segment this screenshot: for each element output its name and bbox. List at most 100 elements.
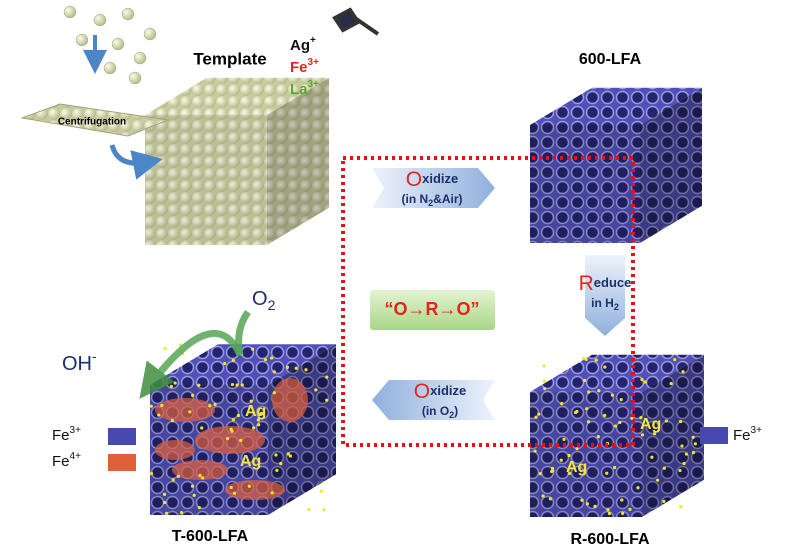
ag-label: Ag	[640, 416, 661, 433]
ag-particle	[620, 498, 624, 502]
ag-particle	[560, 402, 564, 406]
ag-particle	[551, 469, 555, 473]
fe4-region	[155, 398, 215, 422]
ag-label: Ag	[240, 453, 261, 470]
reaction-arrow	[235, 309, 251, 356]
step-name: Oxidize	[406, 168, 458, 191]
ag-particle	[322, 508, 326, 512]
ag-particle	[257, 423, 261, 427]
ag-particle	[171, 478, 175, 482]
text: Fe	[52, 453, 70, 470]
precursor: La3+	[290, 79, 319, 98]
ag-particle	[652, 432, 657, 436]
ag-particle	[541, 494, 545, 498]
ag-particle	[585, 502, 590, 506]
product: OH-	[62, 348, 97, 376]
legend-label: Fe3+	[733, 425, 762, 444]
text: Fe	[290, 59, 308, 76]
ag-particle	[170, 418, 174, 423]
ag-particle	[682, 461, 686, 466]
cube-face	[530, 87, 702, 125]
ag-particle	[575, 409, 579, 414]
sphere	[111, 37, 125, 51]
legend-swatch	[108, 428, 136, 445]
ag-particle	[325, 375, 329, 379]
cycle-box	[370, 290, 495, 330]
step-condition: in H2	[591, 296, 619, 312]
step-condition: (in N2&Air)	[401, 192, 462, 208]
ag-particle	[639, 416, 643, 420]
ag-particle	[225, 436, 230, 441]
text: 4+	[70, 451, 82, 462]
reactant: O2	[252, 288, 276, 312]
cube-face	[642, 354, 704, 517]
ag-particle	[679, 505, 683, 509]
shapes	[63, 5, 704, 517]
ag-particle	[669, 381, 673, 386]
cube-shade	[530, 392, 642, 517]
ag-particle	[567, 471, 572, 475]
ag-particle	[252, 426, 256, 430]
text: Fe	[733, 427, 751, 444]
text: OH	[62, 353, 92, 375]
ag-particle	[188, 410, 192, 414]
ag-particle	[538, 472, 542, 476]
sphere	[93, 13, 107, 27]
ag-particle	[619, 398, 623, 402]
arrow	[372, 168, 495, 208]
ag-particle	[612, 465, 617, 470]
text: (in N	[401, 192, 428, 206]
ag-particle	[163, 346, 167, 351]
cube-face	[267, 77, 329, 245]
ag-particle	[160, 403, 164, 408]
sample-label: 600-LFA	[579, 51, 642, 68]
arrow	[372, 380, 495, 420]
ag-particle	[656, 478, 660, 482]
text: 2	[449, 410, 454, 420]
ag-particle	[197, 505, 201, 510]
ag-label: Ag	[566, 459, 587, 476]
ag-particle	[270, 356, 274, 360]
text: R	[579, 272, 594, 295]
ag-particle	[618, 420, 622, 425]
ag-particle	[314, 388, 318, 392]
cube-shade	[530, 125, 640, 243]
ag-particle	[274, 453, 278, 457]
ag-particle	[594, 358, 598, 362]
text: 2	[614, 302, 619, 312]
legend-label: Fe4+	[52, 451, 81, 470]
text: 3+	[70, 425, 82, 436]
process-label: Centrifugation	[58, 117, 126, 128]
legend-swatch	[108, 454, 136, 471]
text: 3+	[751, 425, 763, 436]
ag-particle	[640, 378, 644, 382]
ag-particle	[270, 491, 274, 495]
ag-particle	[249, 399, 253, 403]
cycle-label: “O→R→O”	[384, 299, 479, 319]
ag-particle	[542, 364, 546, 368]
sample-label: R-600-LFA	[570, 531, 650, 548]
ag-particle	[200, 426, 204, 430]
ag-particle	[272, 370, 276, 374]
ag-particle	[586, 420, 591, 424]
ag-particle	[643, 380, 647, 384]
text: O	[252, 288, 268, 310]
sphere	[103, 61, 117, 75]
text: La	[290, 81, 308, 98]
fe4-region	[272, 378, 308, 422]
text: 2	[268, 297, 276, 313]
ag-particle	[567, 453, 571, 458]
ag-particle	[603, 413, 607, 417]
ag-particle	[582, 378, 587, 383]
ag-particle	[537, 412, 541, 416]
ag-particle	[550, 466, 555, 471]
ag-particle	[559, 458, 563, 462]
cube	[149, 343, 336, 515]
cube-face	[145, 115, 267, 245]
ag-particle	[201, 476, 205, 480]
ag-particle	[176, 474, 181, 478]
ag-particle	[307, 508, 311, 512]
cube	[530, 354, 704, 517]
ag-particle	[250, 347, 255, 351]
text: )	[454, 404, 458, 418]
